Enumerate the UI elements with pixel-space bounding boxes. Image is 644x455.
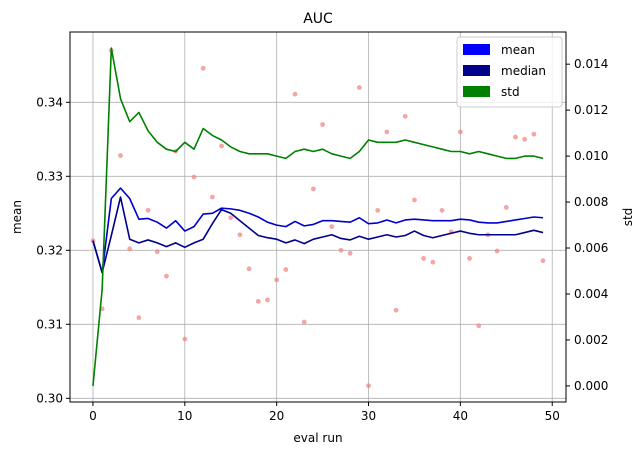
scatter-point <box>283 267 289 272</box>
scatter-point <box>118 153 123 158</box>
scatter-point <box>255 298 261 304</box>
scatter-point <box>182 336 188 342</box>
y-right-tick-label: 0.006 <box>574 241 608 255</box>
series-line-median <box>92 196 544 274</box>
scatter-point <box>430 259 436 265</box>
scatter-layer <box>90 48 546 389</box>
scatter-point <box>402 113 408 119</box>
scatter-point <box>265 297 270 303</box>
scatter-point <box>219 143 224 149</box>
x-tick-label: 40 <box>453 409 468 423</box>
x-tick-label: 0 <box>89 409 97 423</box>
legend-label-mean: mean <box>501 43 535 57</box>
scatter-point <box>375 207 381 213</box>
scatter-point <box>320 122 325 127</box>
y-axis-left: 0.30 0.31 0.32 0.33 0.34 <box>36 95 70 405</box>
x-tick-label: 10 <box>177 409 192 423</box>
scatter-point <box>522 136 528 142</box>
y-left-tick-label: 0.32 <box>36 243 63 257</box>
series-line-mean <box>92 187 544 274</box>
scatter-point <box>200 65 206 71</box>
scatter-point <box>540 258 546 264</box>
scatter-point <box>329 224 335 230</box>
y-right-tick-label: 0.014 <box>574 57 608 71</box>
scatter-point <box>301 319 307 325</box>
x-tick-label: 50 <box>545 409 560 423</box>
y-right-tick-label: 0.010 <box>574 149 608 163</box>
scatter-point <box>393 307 399 313</box>
chart-title: AUC <box>303 11 333 27</box>
y-right-tick-label: 0.002 <box>574 333 608 347</box>
scatter-point <box>246 266 252 272</box>
series-line-std <box>92 47 544 386</box>
scatter-point <box>154 249 160 255</box>
scatter-point <box>145 207 151 213</box>
scatter-point <box>421 256 427 261</box>
legend-swatch-median <box>463 65 490 76</box>
y-left-tick-label: 0.30 <box>36 391 63 405</box>
y-left-tick-label: 0.31 <box>36 317 63 331</box>
scatter-point <box>228 215 234 221</box>
y-right-tick-label: 0.012 <box>574 103 608 117</box>
legend: mean median std <box>456 36 563 108</box>
scatter-point <box>311 186 316 192</box>
legend-label-median: median <box>501 64 546 78</box>
scatter-point <box>531 131 537 137</box>
y-left-tick-label: 0.34 <box>36 95 63 109</box>
scatter-point <box>457 129 463 135</box>
scatter-point <box>274 277 280 283</box>
y-axis-right: 0.000 0.002 0.004 0.006 0.008 0.010 0.012 0.014 <box>566 57 608 393</box>
legend-label-std: std <box>501 85 520 99</box>
legend-swatch-mean <box>463 44 490 55</box>
scatter-point <box>347 250 353 256</box>
legend-swatch-std <box>463 86 490 97</box>
scatter-point <box>384 129 390 135</box>
scatter-point <box>338 247 344 253</box>
x-tick-label: 30 <box>361 409 376 423</box>
scatter-point <box>467 256 472 261</box>
y-right-tick-label: 0.008 <box>574 195 608 209</box>
scatter-point <box>292 91 298 97</box>
y-right-tick-label: 0.000 <box>574 379 608 393</box>
scatter-point <box>356 85 362 90</box>
scatter-point <box>494 248 500 254</box>
scatter-point <box>412 197 417 203</box>
scatter-point <box>136 315 142 321</box>
scatter-point <box>439 207 445 213</box>
y-left-tick-label: 0.33 <box>36 169 63 183</box>
x-axis: 0 10 20 30 40 50 <box>89 402 560 423</box>
y-right-tick-label: 0.004 <box>574 287 608 301</box>
series-layer <box>92 47 544 386</box>
x-axis-label: eval run <box>293 431 342 445</box>
scatter-point <box>237 232 243 238</box>
scatter-point <box>366 383 371 389</box>
scatter-point <box>503 204 509 210</box>
scatter-point <box>209 194 215 200</box>
y-axis-right-label: std <box>621 208 635 227</box>
scatter-point <box>191 174 197 180</box>
scatter-point <box>476 323 482 329</box>
scatter-point <box>164 273 169 279</box>
y-axis-left-label: mean <box>10 200 24 234</box>
scatter-point <box>513 134 518 140</box>
x-tick-label: 20 <box>269 409 284 423</box>
plot-frame <box>69 31 567 403</box>
scatter-point <box>127 246 133 252</box>
